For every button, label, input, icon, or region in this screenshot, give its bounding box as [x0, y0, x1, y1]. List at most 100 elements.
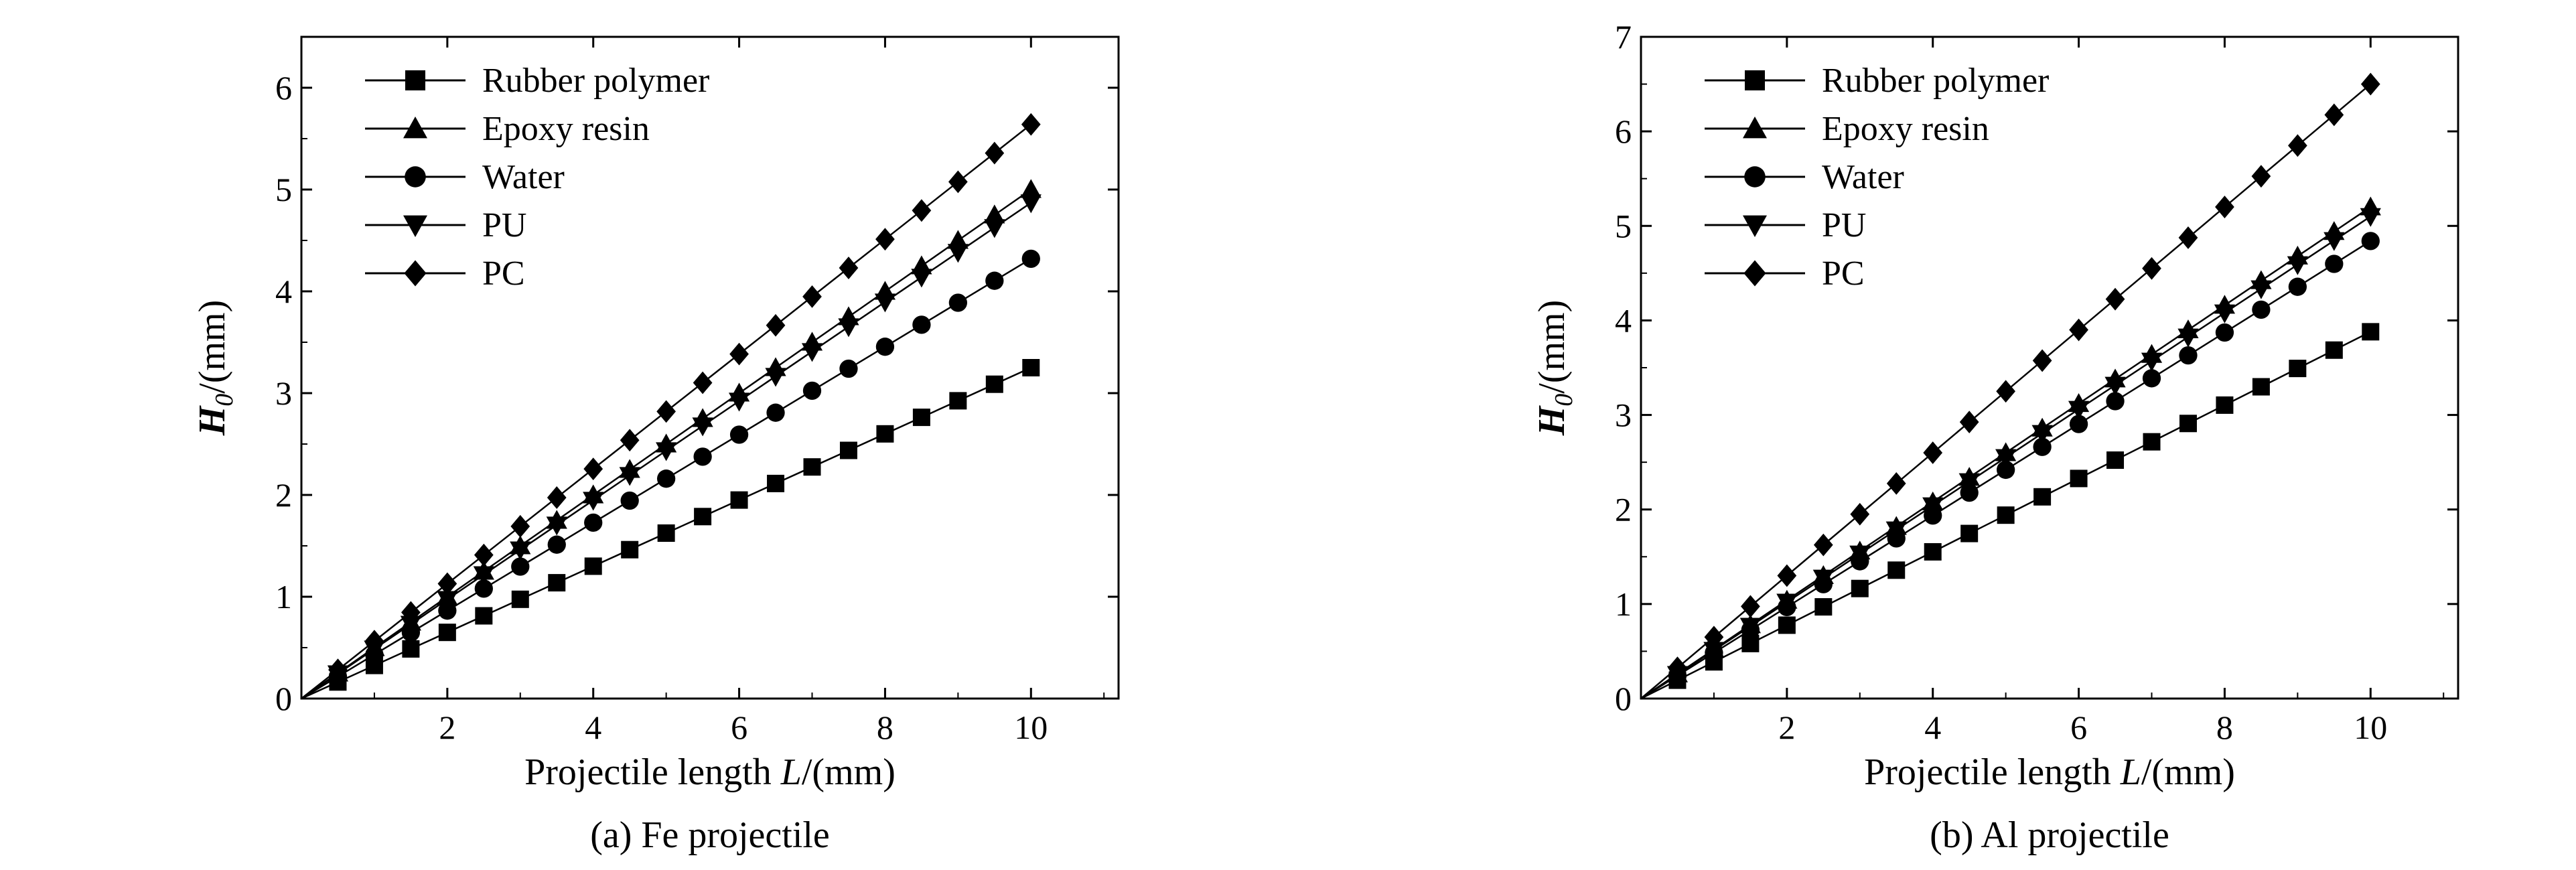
- data-point: [801, 343, 823, 362]
- data-point: [729, 342, 749, 366]
- data-point: [1960, 483, 1979, 502]
- data-point: [364, 630, 384, 653]
- data-point: [875, 338, 895, 356]
- data-point: [328, 658, 348, 682]
- data-point: [693, 371, 713, 394]
- y-tick-label: 6: [1615, 113, 1632, 150]
- data-point: [2250, 280, 2272, 299]
- y-tick-label: 0: [275, 680, 292, 717]
- data-point: [767, 474, 785, 492]
- data-point: [511, 590, 529, 608]
- data-point: [474, 579, 493, 598]
- data-point: [729, 425, 749, 444]
- data-point: [2215, 196, 2234, 218]
- data-point: [584, 513, 603, 532]
- data-point: [2215, 323, 2234, 342]
- data-point: [1960, 524, 1979, 542]
- legend-label: Epoxy resin: [482, 110, 650, 148]
- legend-marker: [1743, 117, 1767, 139]
- legend-marker: [404, 260, 427, 287]
- legend-marker: [1743, 215, 1767, 237]
- data-point: [2288, 277, 2307, 296]
- x-tick-label: 6: [731, 709, 747, 746]
- data-point: [2142, 257, 2161, 280]
- data-point: [402, 640, 420, 658]
- data-point: [1886, 472, 1906, 495]
- data-point: [621, 540, 639, 559]
- data-point: [2031, 425, 2053, 444]
- plot-frame: [300, 35, 1120, 700]
- data-point: [1703, 642, 1725, 661]
- data-point: [2070, 469, 2088, 488]
- legend-marker: [1745, 70, 1765, 90]
- y-tick-label: 1: [1615, 585, 1632, 623]
- data-point: [766, 403, 785, 422]
- data-point: [839, 257, 859, 279]
- data-point: [438, 601, 457, 620]
- data-point: [2069, 318, 2088, 342]
- legend-marker: [403, 117, 427, 139]
- data-point: [1924, 542, 1942, 561]
- data-point: [766, 313, 786, 337]
- data-point: [547, 535, 566, 554]
- data-point: [1922, 497, 1944, 516]
- data-point: [1885, 521, 1907, 540]
- data-point: [2032, 349, 2052, 372]
- data-point: [1020, 194, 1042, 214]
- data-point: [1959, 411, 1979, 434]
- data-point: [2105, 287, 2125, 311]
- data-point: [1813, 533, 1833, 557]
- data-point: [511, 557, 530, 576]
- data-point: [2287, 256, 2308, 275]
- data-point: [584, 557, 602, 575]
- data-point: [510, 514, 530, 538]
- data-point: [2177, 328, 2199, 348]
- data-point: [656, 442, 677, 461]
- legend-label: PU: [482, 206, 526, 244]
- data-point: [620, 491, 639, 510]
- data-point: [2033, 488, 2052, 506]
- x-tick-label: 4: [1924, 709, 1941, 746]
- data-point: [1704, 626, 1724, 649]
- data-point: [730, 491, 748, 509]
- data-point: [437, 572, 457, 595]
- y-tick-label: 3: [1615, 396, 1632, 434]
- data-point: [2287, 134, 2307, 157]
- x-tick-label: 6: [2070, 709, 2087, 746]
- legend-label: Water: [1822, 158, 1904, 196]
- y-tick-label: 2: [1615, 491, 1632, 528]
- data-point: [1996, 380, 2016, 403]
- data-point: [985, 375, 1003, 393]
- data-point: [583, 457, 603, 480]
- y-tick-label: 0: [1615, 680, 1632, 717]
- data-point: [694, 508, 712, 526]
- data-point: [1958, 473, 1980, 492]
- data-point: [984, 204, 1005, 224]
- data-point: [2323, 232, 2345, 251]
- legend-marker: [1744, 166, 1766, 188]
- data-point: [583, 492, 604, 511]
- data-point: [2069, 415, 2088, 433]
- data-point: [949, 392, 967, 410]
- data-point: [2360, 72, 2380, 96]
- x-axis-label: Projectile length L/(mm): [524, 751, 896, 793]
- y-tick-label: 5: [1615, 207, 1632, 244]
- data-point: [2214, 304, 2236, 323]
- data-point: [2033, 437, 2052, 456]
- data-point: [839, 359, 858, 378]
- data-point: [912, 315, 931, 334]
- data-point: [437, 591, 458, 610]
- data-point: [1997, 506, 2015, 524]
- data-point: [473, 566, 494, 585]
- data-point: [1812, 569, 1834, 589]
- data-point: [1777, 564, 1797, 587]
- data-point: [1739, 618, 1761, 637]
- x-tick-label: 2: [439, 709, 455, 746]
- chart-panel-1: 2 4 6 8 10 0 1 2 3 4 5 6 Rubber polymer Epoxy resin Wa…: [192, 35, 1120, 856]
- data-point: [1668, 656, 1687, 680]
- data-point: [1776, 593, 1798, 613]
- data-point: [693, 447, 712, 466]
- data-point: [474, 543, 494, 567]
- data-point: [838, 318, 859, 338]
- data-point: [2251, 165, 2271, 188]
